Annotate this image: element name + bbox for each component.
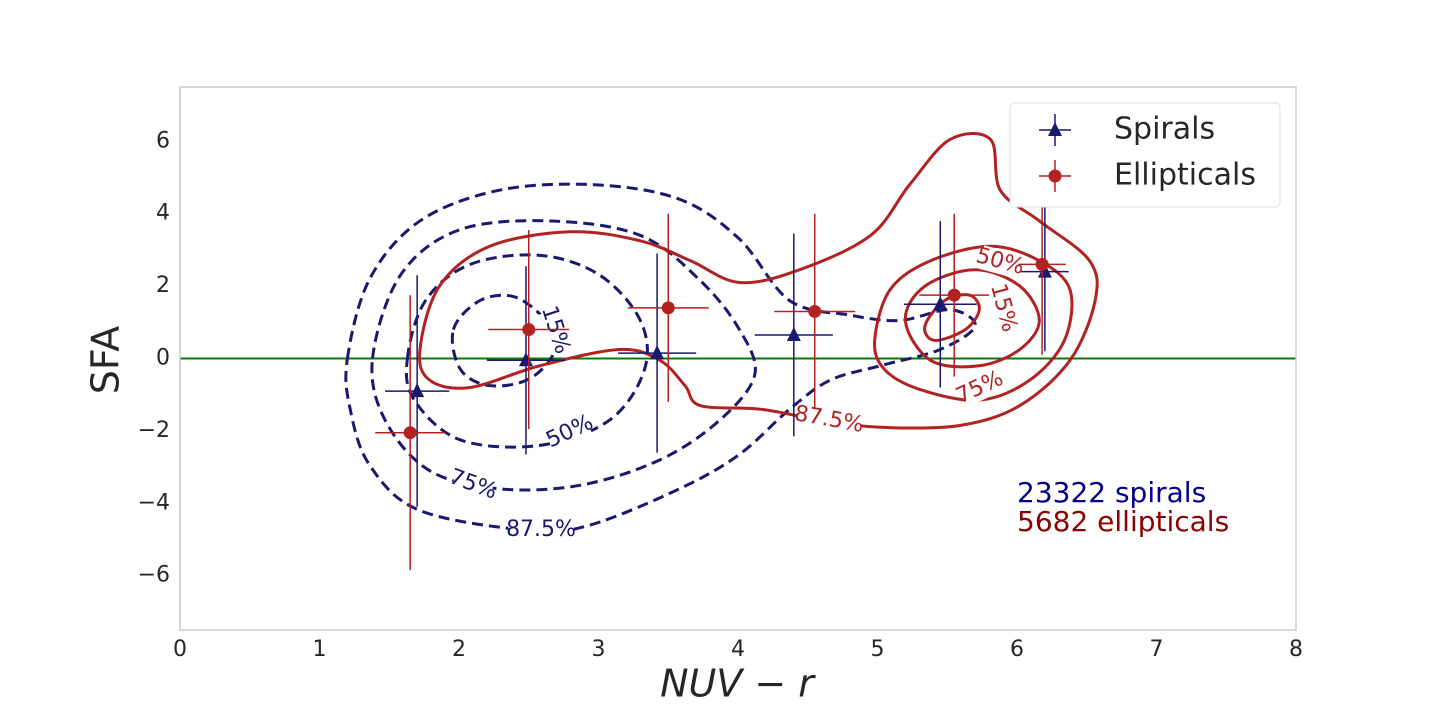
y-tick-label: −6 [138, 563, 170, 588]
x-tick-label: 6 [1010, 637, 1024, 662]
contour-label-bg [508, 518, 574, 542]
y-tick-label: −2 [138, 418, 170, 443]
legend-label: Ellipticals [1114, 158, 1256, 193]
x-tick-label: 5 [871, 637, 885, 662]
marker [410, 383, 425, 398]
contour-label-bg [986, 286, 1020, 330]
y-tick-label: −4 [138, 490, 170, 515]
marker [808, 304, 822, 318]
contour-line [923, 293, 981, 342]
y-tick-label: 2 [156, 273, 170, 298]
contour-label-bg [957, 368, 1003, 408]
contour-line [370, 219, 757, 492]
contour-label-bg [978, 245, 1022, 279]
marker [786, 326, 801, 341]
marker [522, 323, 536, 337]
marker [403, 426, 417, 440]
contour-label-bg [547, 412, 593, 452]
marker [947, 288, 961, 302]
x-tick-label: 4 [731, 637, 745, 662]
contour-label: 87.5% [506, 517, 576, 542]
marker [1035, 257, 1049, 271]
x-tick-label: 7 [1150, 637, 1164, 662]
annotation: 5682 ellipticals [1017, 505, 1229, 538]
x-tick-label: 8 [1289, 637, 1303, 662]
legend-label: Spirals [1114, 112, 1215, 147]
contour-line [873, 244, 1074, 402]
contour-label-bg [450, 467, 496, 503]
contour-line [903, 268, 1041, 369]
legend: Spirals Ellipticals [1009, 102, 1281, 208]
y-tick-label: 6 [156, 128, 170, 153]
x-tick-label: 1 [313, 637, 327, 662]
x-axis-label: NUV − r [660, 662, 816, 706]
contour-line [404, 253, 649, 449]
contour-label-group: 87.5% [506, 517, 576, 542]
y-axis-label: SFA [84, 326, 128, 395]
x-tick-label: 0 [173, 637, 187, 662]
y-tick-label: 4 [156, 201, 170, 226]
annotation: 23322 spirals [1017, 476, 1206, 509]
contour-label-bg [794, 402, 864, 438]
x-tick-label: 2 [452, 637, 466, 662]
plot-frame [179, 86, 1297, 631]
legend-box [1009, 102, 1281, 208]
marker [933, 296, 948, 311]
marker [1048, 122, 1062, 136]
marker [650, 345, 665, 360]
y-tick-label: 0 [156, 346, 170, 371]
marker [661, 301, 675, 315]
x-tick-label: 3 [592, 637, 606, 662]
marker [1048, 169, 1062, 183]
